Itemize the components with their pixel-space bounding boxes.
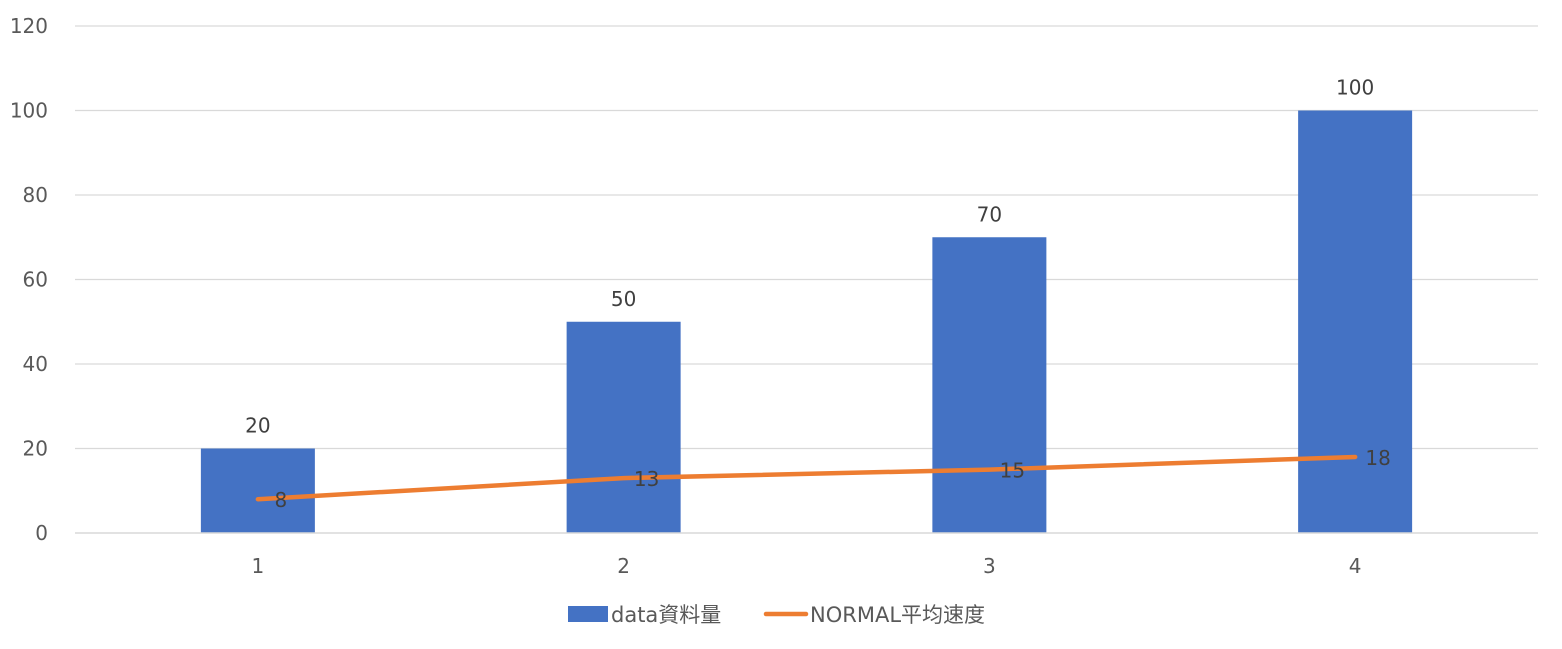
line-data-label: 18 [1365,446,1390,470]
bar-series [200,110,1413,533]
x-tick-label: 4 [1349,554,1362,578]
y-tick-label: 80 [23,183,48,207]
y-tick-label: 60 [23,268,48,292]
line-series [255,454,1358,502]
legend: data資料量 NORMAL平均速度 [568,603,985,627]
legend-bar-swatch [568,606,608,622]
y-tick-label: 0 [35,521,48,545]
y-tick-label: 100 [10,99,48,123]
line-normal-speed [255,454,1358,502]
x-tick-label: 3 [983,554,996,578]
bar-data-label: 70 [977,202,1002,226]
y-tick-label: 120 [10,14,48,38]
line-data-label: 8 [275,488,288,512]
bar-2 [566,321,681,533]
gridlines [75,25,1538,450]
x-axis-tick-labels: 1 2 3 4 [252,554,1362,578]
bar-data-label: 50 [611,287,636,311]
bar-3 [932,237,1047,533]
bar-4 [1298,110,1413,533]
legend-label-line: NORMAL平均速度 [810,603,985,627]
bar-data-label: 20 [245,414,270,438]
x-tick-label: 1 [252,554,265,578]
legend-label-bar: data資料量 [611,603,721,627]
y-axis-tick-labels: 0 20 40 60 80 100 120 [10,14,48,545]
bar-data-label: 100 [1336,76,1374,100]
line-data-label: 15 [1000,459,1025,483]
y-tick-label: 40 [23,352,48,376]
data-labels: 20 50 70 100 8 13 15 18 [245,76,1391,513]
bar-1 [200,448,315,533]
y-tick-label: 20 [23,437,48,461]
x-tick-label: 2 [617,554,630,578]
line-data-label: 13 [634,467,659,491]
